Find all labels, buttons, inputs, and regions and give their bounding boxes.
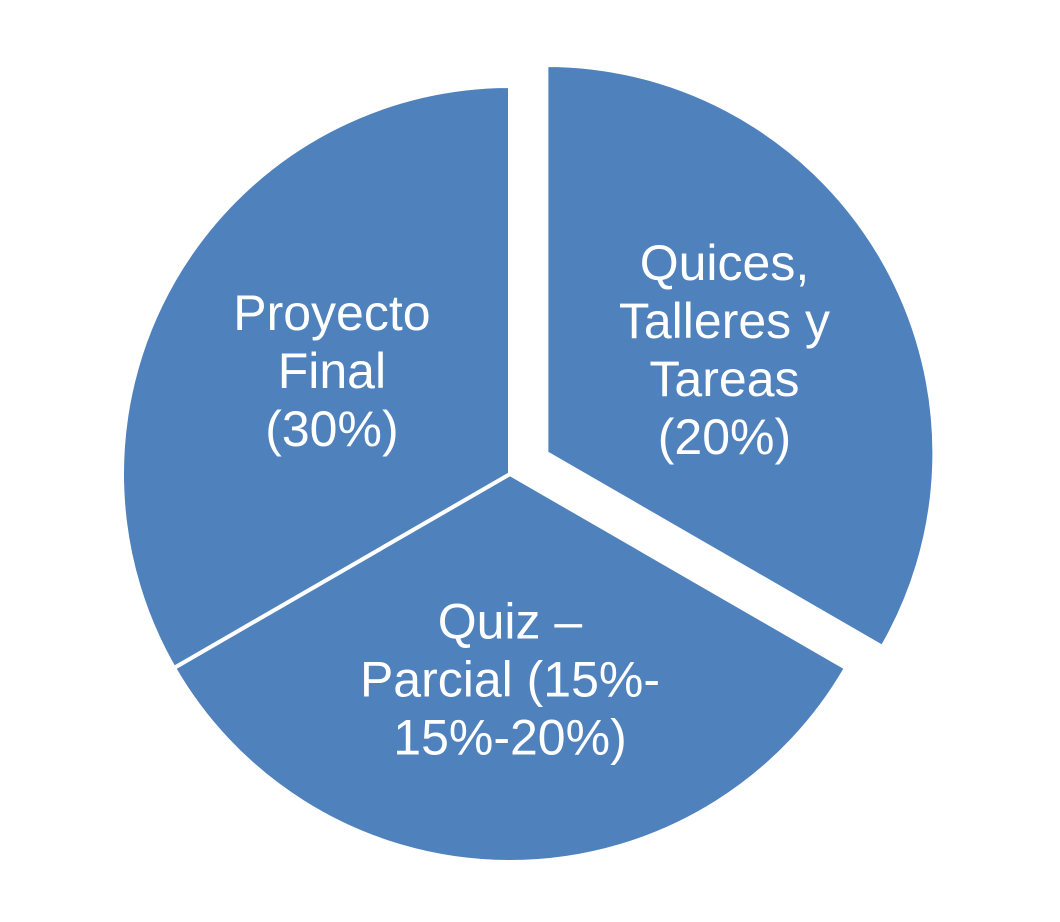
- pie-labels: Quices, Talleres y Tareas (20%) Quiz – Parcia…: [233, 235, 830, 765]
- pie-slice-label-line: Proyecto: [233, 285, 430, 341]
- pie-slice-3: [120, 83, 512, 671]
- pie-slice-label-1: Quices, Talleres y Tareas (20%): [619, 235, 830, 465]
- pie-slice-label-line: Quices,: [640, 235, 810, 291]
- pie-slice-label-line: 15%-20%): [393, 710, 626, 766]
- pie-slice-1: [544, 62, 937, 650]
- pie-slice-label-line: Tareas: [649, 351, 799, 407]
- pie-slice-label-line: Talleres y: [619, 293, 830, 349]
- pie-slice-label-line: (20%): [658, 409, 791, 465]
- pie-slices: [120, 62, 937, 864]
- pie-slice-label-line: Final: [278, 343, 386, 399]
- pie-slice-label-line: Parcial (15%-: [360, 652, 660, 708]
- pie-slice-label-line: (30%): [265, 401, 398, 457]
- pie-slice-label-line: Quiz –: [438, 594, 583, 650]
- pie-slice-label-2: Quiz – Parcial (15%-15%-20%): [360, 594, 660, 766]
- pie-slice-label-3: Proyecto Final (30%): [233, 285, 430, 457]
